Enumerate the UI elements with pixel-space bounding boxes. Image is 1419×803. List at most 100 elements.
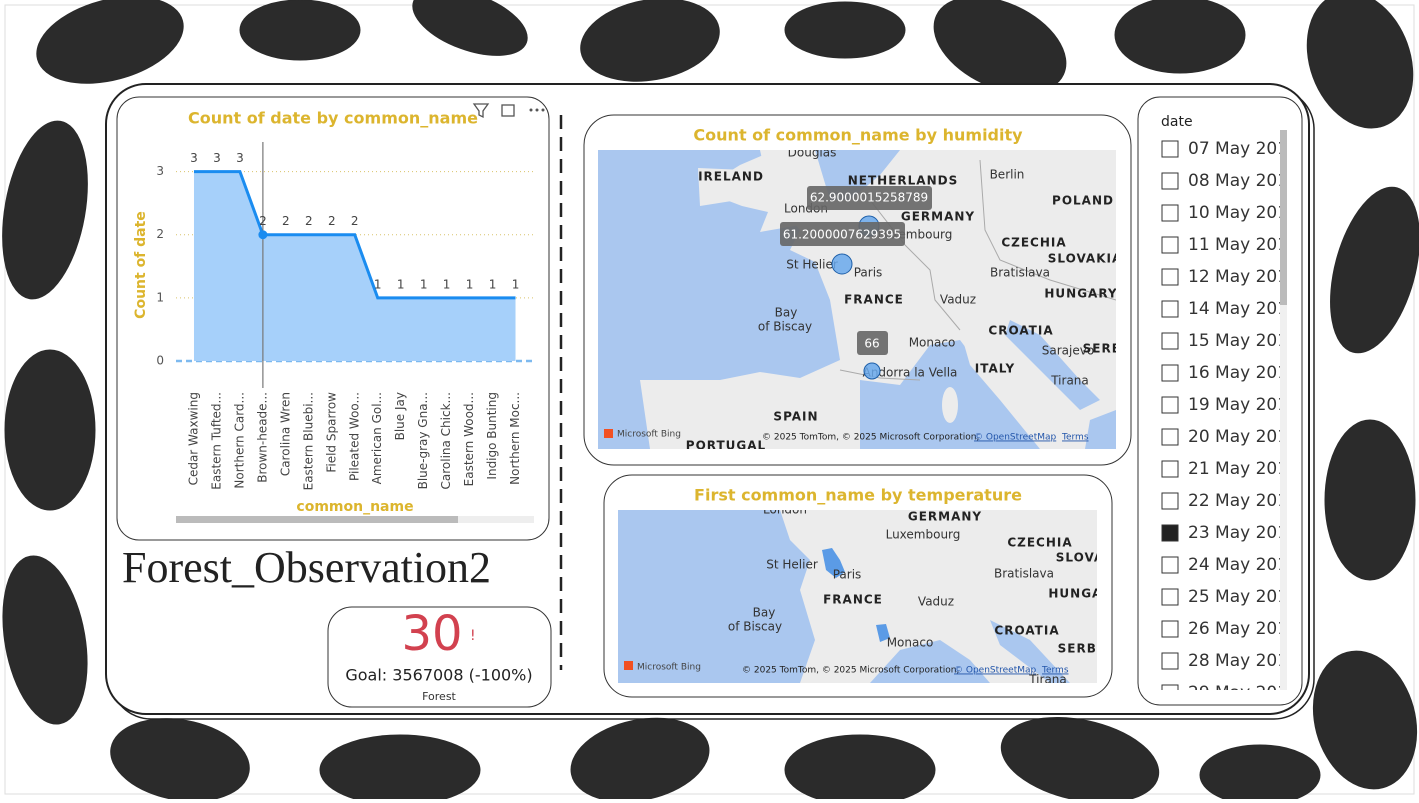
data-label: 1 [443, 277, 451, 291]
x-tick-label: Field Sparrow [324, 392, 338, 473]
map-bubble[interactable] [863, 362, 881, 380]
map-label: PORTUGAL [686, 439, 766, 453]
slicer-item[interactable]: 15 May 2018 [1188, 331, 1299, 351]
data-label: 3 [213, 151, 221, 165]
map-label: CROATIA [994, 624, 1059, 638]
map-label: Bratislava [994, 567, 1054, 581]
slicer-item[interactable]: 24 May 2018 [1188, 555, 1299, 575]
slicer-item[interactable]: 11 May 201 [1188, 235, 1288, 255]
map-label: SPAIN [773, 410, 818, 424]
map-label: CZECHIA [1001, 236, 1066, 250]
map-terms-link[interactable]: Terms [1041, 666, 1069, 676]
map-label: St Helier [766, 558, 818, 572]
map-label: of Biscay [758, 320, 812, 334]
slicer-checkbox[interactable] [1161, 620, 1179, 638]
slicer-checkbox[interactable] [1161, 556, 1179, 574]
slicer-item[interactable]: 25 May 2018 [1188, 587, 1299, 607]
map-label: SLOVAKIA [1048, 252, 1123, 266]
map-osm-link[interactable]: © OpenStreetMap [954, 666, 1037, 676]
focus-icon[interactable] [501, 104, 515, 117]
slicer-checkbox[interactable] [1161, 524, 1179, 542]
filled-region[interactable] [822, 548, 845, 578]
map-title: Count of common_name by humidity [693, 126, 1023, 145]
x-tick-label: Carolina Wren [278, 392, 292, 476]
data-label: 2 [259, 214, 267, 228]
map-label: London [763, 503, 807, 517]
slicer-item[interactable]: 14 May 2018 [1188, 299, 1299, 319]
map-label: Paris [854, 266, 883, 280]
map-label: Paris [833, 568, 862, 582]
filter-icon[interactable] [472, 103, 490, 119]
map-label: Andorra la Vella [863, 366, 958, 380]
slicer-checkbox[interactable] [1161, 204, 1179, 222]
x-tick-label: Cedar Waxwing [186, 392, 200, 485]
slicer-item[interactable]: 10 May 201 [1188, 203, 1288, 223]
slicer-checkbox[interactable] [1161, 652, 1179, 670]
data-label: 1 [466, 277, 474, 291]
tooltip-box [780, 222, 905, 246]
x-tick-label: Northern Moc... [508, 392, 522, 485]
data-label: 1 [420, 277, 428, 291]
hover-point [258, 230, 268, 240]
slicer-checkbox[interactable] [1161, 300, 1179, 318]
y-axis-title: Count of date [133, 211, 149, 319]
slicer-checkbox[interactable] [1161, 460, 1179, 478]
slicer-checkbox[interactable] [1161, 172, 1179, 190]
map-label: Tirana [1050, 374, 1089, 388]
slicer-checkbox[interactable] [1161, 332, 1179, 350]
kpi-goal: Goal: 3567008 (-100%) [345, 666, 532, 685]
slicer-item[interactable]: 07 May 201 [1188, 139, 1288, 159]
slicer-item[interactable]: 21 May 2018 [1188, 459, 1299, 479]
slicer-item[interactable]: 19 May 2018 [1188, 395, 1299, 415]
x-tick-label: Carolina Chick... [439, 392, 453, 490]
slicer-scroll-thumb[interactable] [1280, 130, 1287, 305]
x-tick-label: Eastern Bluebi... [301, 392, 315, 490]
scroll-thumb[interactable] [176, 516, 458, 523]
slicer-item[interactable]: 16 May 2018 [1188, 363, 1299, 383]
slicer-checkbox[interactable] [1161, 588, 1179, 606]
slicer-item[interactable]: 08 May 201 [1188, 171, 1288, 191]
x-tick-label: American Gol... [370, 392, 384, 484]
bing-logo [604, 429, 613, 438]
map-terms-link[interactable]: Terms [1061, 433, 1089, 443]
slicer-checkbox[interactable] [1161, 428, 1179, 446]
slicer-item[interactable]: 28 May 2018 [1188, 651, 1299, 671]
slicer-checkbox[interactable] [1161, 364, 1179, 382]
slicer-checkbox[interactable] [1161, 236, 1179, 254]
slicer-card [1137, 96, 1303, 706]
filled-region[interactable] [876, 624, 890, 642]
data-label: 2 [282, 214, 290, 228]
map-title: First common_name by temperature [694, 486, 1022, 505]
data-label: 1 [374, 277, 382, 291]
slicer-item[interactable]: 23 May 2018 [1188, 523, 1299, 543]
y-tick-label: 2 [156, 227, 164, 241]
slicer-checkbox[interactable] [1161, 492, 1179, 510]
slicer-checkbox[interactable] [1161, 268, 1179, 286]
visual-header-icons[interactable] [472, 103, 545, 119]
slicer-checkbox[interactable] [1161, 140, 1179, 158]
slicer-item[interactable]: 26 May 2018 [1188, 619, 1299, 639]
map-bubble[interactable] [831, 253, 853, 275]
map-osm-link[interactable]: © OpenStreetMap [974, 433, 1057, 443]
report-title: Forest_Observation2 [122, 543, 491, 592]
slicer-item[interactable]: 12 May 201 [1188, 267, 1288, 287]
slicer-item[interactable]: 20 May 2018 [1188, 427, 1299, 447]
map-label: Bratislava [990, 266, 1050, 280]
data-label: 1 [489, 277, 497, 291]
data-label: 1 [397, 277, 405, 291]
slicer-scroll-track[interactable] [1280, 130, 1287, 690]
slicer-item[interactable]: 22 May 2018 [1188, 491, 1299, 511]
slicer-item[interactable]: 29 May 2018 [1188, 683, 1299, 703]
map-label: GERMANY [901, 210, 975, 224]
more-options[interactable] [529, 108, 545, 112]
y-tick-label: 1 [156, 290, 164, 304]
x-tick-label: Blue Jay [393, 392, 407, 440]
data-label: 1 [512, 277, 520, 291]
map-label: IRELAND [698, 170, 764, 184]
slicer-checkbox[interactable] [1161, 396, 1179, 414]
slicer-checkbox[interactable] [1161, 684, 1179, 701]
